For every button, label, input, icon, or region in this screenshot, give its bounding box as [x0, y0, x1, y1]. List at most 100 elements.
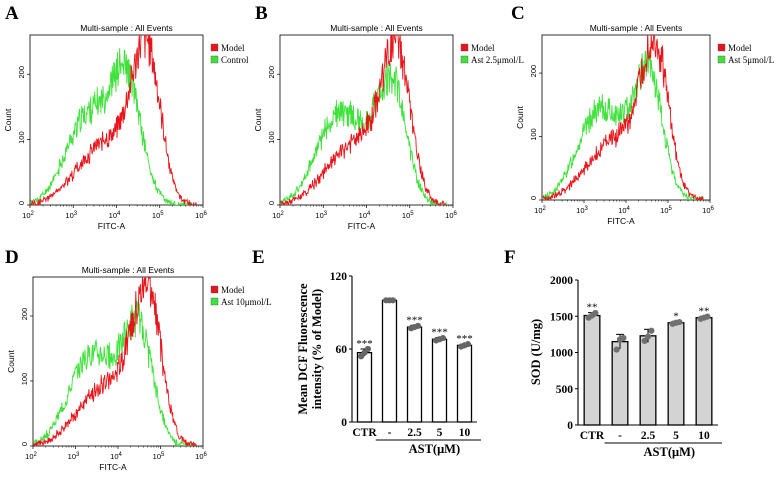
bar-CTR: [583, 314, 601, 426]
bar-10: [456, 344, 473, 423]
category-label: 10: [698, 430, 710, 442]
bar-2.5: [639, 335, 657, 426]
histogram-title: Multi-sample : All Events: [590, 23, 683, 33]
category-label: -: [618, 430, 622, 442]
histogram-title: Multi-sample : All Events: [80, 23, 173, 33]
category-label: 2.5: [407, 427, 422, 439]
data-point: [644, 333, 652, 340]
legend-swatch-treatment: [717, 55, 726, 64]
bar-10: [695, 317, 713, 426]
significance-marker: *: [673, 310, 679, 322]
histogram-panel-b: B Multi-sample : All Events 102 103 104 105 10…: [253, 3, 524, 231]
legend-label: Model: [221, 43, 245, 53]
category-label: 10: [459, 427, 471, 439]
data-point: [613, 346, 620, 353]
x-tick-label: 102: [534, 206, 546, 215]
data-point: [364, 345, 371, 353]
x-tick-label: 104: [110, 452, 122, 461]
x-tick-label: 102: [22, 211, 34, 220]
y-axis-label: Count: [3, 108, 13, 131]
x-tick-label: 103: [65, 211, 77, 220]
bar-panel-e: E 0 60 120 *** CTR - *** 2.5 *** 5 *** 10 AST(μM) Mean…: [252, 247, 481, 456]
significance-marker: ***: [456, 333, 473, 345]
histogram-panel-d: D Multi-sample : All Events 102 103 104 105 10…: [5, 247, 272, 472]
panel-letter-f: F: [504, 247, 516, 268]
plot-frame: [541, 34, 711, 201]
legend-swatch-model: [210, 43, 219, 52]
data-point: [592, 309, 599, 317]
y-axis-label-line: Mean DCF Fluorescence: [296, 283, 310, 415]
data-point: [414, 322, 421, 329]
x-tick-label: 106: [702, 206, 714, 215]
x-axis-label: FITC-A: [348, 221, 376, 231]
group-label: AST(μM): [409, 442, 461, 456]
y-tick-label: 0: [267, 201, 276, 205]
legend-label: Ast 10μmol/L: [221, 297, 272, 307]
histogram-panel-c: C Multi-sample : All Events 102 103 104 105 10…: [511, 3, 774, 226]
category-label: 5: [673, 430, 679, 442]
y-tick-label: 0: [529, 196, 538, 200]
series-line-treatment: [33, 300, 197, 446]
y-axis-label: Mean DCF Fluorescenceintensity (% of Mod…: [296, 283, 324, 415]
x-axis-label: FITC-A: [98, 221, 126, 231]
x-tick-label: 105: [402, 211, 414, 220]
data-point: [464, 341, 471, 348]
series-line-treatment: [30, 48, 197, 205]
category-label: CTR: [352, 427, 377, 439]
significance-marker: **: [699, 305, 710, 317]
y-tick-label: 100: [529, 128, 538, 141]
legend-label: Ast 2.5μmol/L: [471, 55, 524, 65]
x-tick-label: 103: [68, 452, 80, 461]
panel-letter-d: D: [5, 247, 19, 268]
y-tick-label: 120: [330, 271, 348, 283]
panel-letter-c: C: [511, 3, 525, 24]
legend-label: Model: [471, 43, 495, 53]
x-tick-label: 104: [618, 206, 630, 215]
x-tick-label: 104: [109, 211, 121, 220]
x-tick-label: 105: [153, 452, 165, 461]
bar-2.5: [406, 326, 423, 423]
plot-frame: [32, 276, 204, 447]
y-tick-label: 0: [20, 442, 29, 446]
x-tick-label: 106: [195, 452, 207, 461]
x-tick-label: 104: [359, 211, 371, 220]
significance-marker: ***: [356, 338, 373, 350]
x-tick-label: 106: [195, 211, 207, 220]
y-axis-label-line: intensity (% of Model): [310, 289, 324, 409]
data-point: [439, 334, 446, 342]
legend-label: Ast 5μmol/L: [728, 55, 774, 65]
y-tick-label: 100: [20, 373, 29, 386]
series-line-model: [33, 277, 197, 446]
legend-swatch-model: [210, 285, 219, 294]
series-line-model: [542, 35, 704, 200]
bar-5: [431, 338, 448, 423]
legend-swatch-treatment: [210, 55, 219, 64]
legend-swatch-treatment: [210, 297, 219, 306]
bar-CTR: [356, 351, 373, 423]
x-tick-label: 105: [660, 206, 672, 215]
group-label: AST(μM): [644, 445, 696, 459]
legend-label: Model: [221, 285, 245, 295]
bar--: [381, 299, 398, 423]
x-tick-label: 105: [152, 211, 164, 220]
panel-letter-a: A: [5, 3, 19, 24]
significance-marker: **: [587, 302, 598, 314]
data-point: [389, 297, 396, 304]
bar-5: [667, 322, 685, 426]
legend-label: Control: [221, 55, 249, 65]
category-label: -: [388, 427, 392, 439]
panel-letter-e: E: [252, 247, 265, 268]
legend-swatch-treatment: [460, 55, 469, 64]
bar--: [611, 340, 629, 426]
y-tick-label: 200: [529, 65, 538, 78]
series-line-model: [30, 35, 197, 205]
category-label: 2.5: [641, 430, 656, 442]
y-tick-label: 100: [267, 131, 276, 144]
y-tick-label: 200: [267, 66, 276, 79]
category-label: 5: [437, 427, 443, 439]
x-axis-label: FITC-A: [99, 462, 127, 472]
y-tick-label: 2000: [550, 275, 573, 287]
y-tick-label: 0: [567, 420, 573, 432]
panel-letter-b: B: [255, 3, 268, 24]
